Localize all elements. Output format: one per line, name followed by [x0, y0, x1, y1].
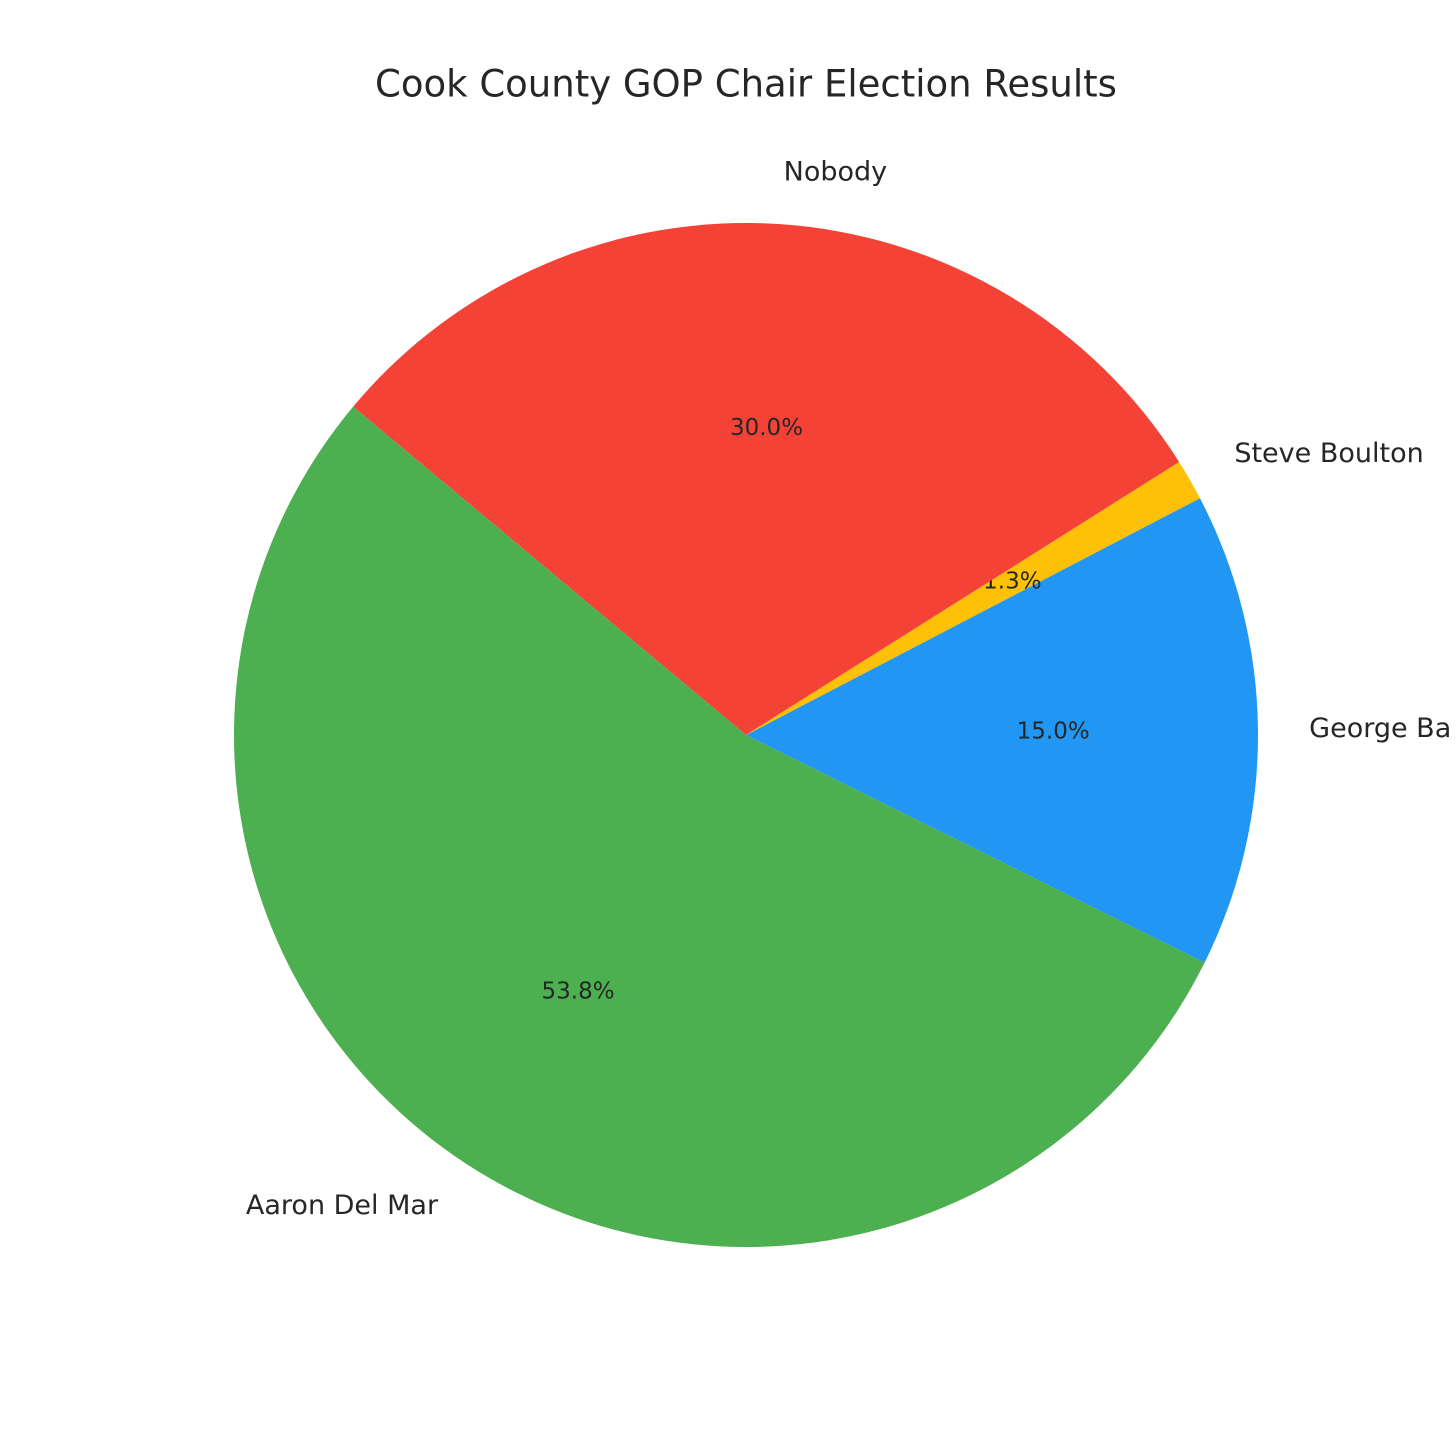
slice-label: Aaron Del Mar — [246, 1190, 439, 1221]
slice-label: Nobody — [784, 157, 888, 188]
percent-label: 15.0% — [1017, 718, 1090, 744]
slice-label: George Ba — [1309, 713, 1451, 744]
chart-title: Cook County GOP Chair Election Results — [375, 63, 1117, 106]
slice-label: Steve Boulton — [1234, 438, 1423, 469]
pie-slice — [746, 462, 1200, 735]
pie-slice — [233, 406, 1205, 1248]
percent-label: 30.0% — [730, 415, 803, 441]
percent-label: 53.8% — [542, 979, 615, 1005]
pie-slice — [746, 498, 1258, 963]
pie-slice — [353, 222, 1180, 736]
